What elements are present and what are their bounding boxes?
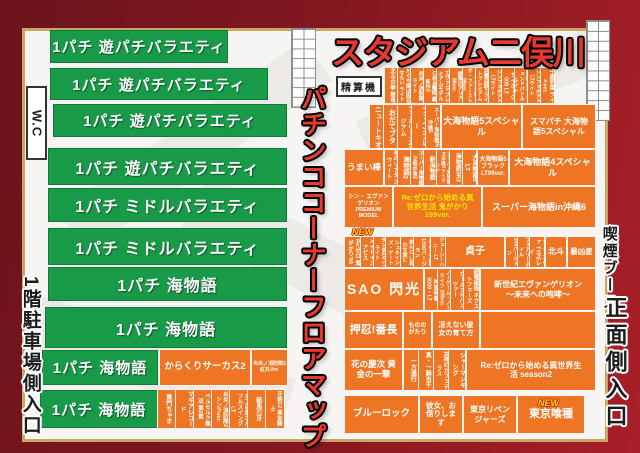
machine-strip: 新海物語 — [424, 150, 437, 185]
green-row-8: 1パチ 海物語 — [45, 307, 287, 348]
machine-strip: 海物語2 — [398, 150, 411, 185]
machine-strip: 戦国乙女 レジェンドバトル ライト — [515, 68, 528, 103]
machine-strip: ルパン三世 ザ・ファースト 99ver. — [463, 68, 476, 103]
machine-box-karakuri: からくりサーカス2 — [160, 350, 250, 385]
machine-strip: ノーゲーム・ノーライフ 199ver. — [438, 269, 451, 310]
machine-strip: ルパン三世 1000バージョン — [414, 237, 431, 267]
machine-strip: あんと しあわせ堂に — [401, 237, 414, 267]
green-row-9: 1パチ 海物語 — [42, 350, 158, 385]
green-row-7: 1パチ 海物語 — [48, 267, 287, 301]
machine-strip: 牙狼12 黄金騎士 — [266, 390, 284, 428]
parking-entrance-label: 1階駐車場側入口 — [19, 276, 41, 436]
machine-strip: ダンまち2 LTライト — [374, 237, 386, 267]
machine-strip: 神速神拳 3000・LT — [425, 269, 438, 310]
machine-strip: 249バージョン — [506, 237, 518, 267]
machine-box-daiumi5black: 大海物語5ブラック LT99ver. — [478, 150, 508, 185]
machine-strip: シュタインズ・ゲート — [386, 237, 401, 267]
machine-box-shinseiki-eva: 新世紀エヴァンゲリオン 〜未来への咆哮〜 — [481, 269, 595, 310]
machine-strip: 中森明菜 ライトver. — [541, 68, 554, 103]
machine-strip: サイボーグ009 LT — [502, 68, 515, 103]
machine-box-rezero-season2: Re:ゼロから始める異世界生活 season2 — [467, 350, 595, 390]
machine-strip: 緋弾のアリア 88ver. — [450, 68, 463, 103]
machine-strip: 海物語3R3 — [450, 150, 463, 185]
machine-box-super-umi-okinawa6: スーパー海物語in沖縄6 — [483, 187, 595, 227]
machine-strip: 大海物語5 LT — [463, 150, 476, 185]
machine-strip: ジューシーハニー LT — [431, 237, 445, 267]
counter-grid-left — [291, 28, 316, 108]
machine-box-kanokari: 彼女、お借りします — [420, 396, 462, 433]
machine-strip: シン・エヴァ TYPEレイ — [530, 237, 544, 267]
machine-strip: おだてブタ — [384, 105, 398, 148]
machine-box-hananokeiji: 花の慶次 黄金の一撃 — [345, 350, 402, 390]
green-row-3: 1パチ 遊パチバラエティ — [53, 104, 287, 137]
machine-strip: シンフォギア4 LTライト — [489, 68, 502, 103]
machine-strip: 冬のソナタ スウィート — [385, 150, 398, 185]
machine-strip: 一方通行 — [404, 350, 419, 390]
machine-strip: エヴァ15 プレミアムモデル — [437, 68, 450, 103]
green-row-4: 1パチ 遊パチバラエティ — [48, 148, 287, 185]
green-row-1: 1パチ 遊パチバラエティ — [50, 30, 228, 63]
smoking-booth-label: 喫煙ブース — [600, 226, 618, 311]
machine-strip: 炎炎ノ消防隊2 シンラver. — [212, 390, 230, 428]
green-row-6: 1パチ ミドルバラエティ — [48, 228, 287, 265]
machine-strip: スーパー海物語IN沖縄5 — [426, 105, 440, 148]
machine-box-hokuto: 北斗 — [546, 237, 566, 267]
machine-box-osu-bancho: 押忍!番長 — [345, 312, 402, 348]
machine-box-sao: SAO 閃光 — [345, 269, 423, 310]
machine-strip: ファインプレー — [412, 105, 426, 148]
machine-strip: シャーマンキング — [449, 350, 465, 390]
machine-strip: とある魔術 最新作2 — [424, 68, 437, 103]
machine-box-bluelock: ブルーロック — [345, 396, 418, 433]
machine-box-boukyousei: 暴凶星 — [568, 237, 595, 267]
machine-strip: 北斗の拳 慈母 — [385, 68, 398, 103]
machine-strip: ニュートキオ — [370, 105, 384, 148]
machine-strip: メイドインアビス — [361, 237, 374, 267]
machine-strip: 黄門ちゃま — [158, 390, 176, 428]
machine-strip: Re:ゼロ 鬼がかり'99 — [345, 237, 361, 267]
machine-box-tokyo-revengers: 東京リベンジャーズ — [464, 396, 516, 433]
machine-strip: シンフォギア4 LTライト — [528, 68, 541, 103]
green-row-10: 1パチ 海物語 — [40, 390, 158, 428]
machine-strip: 大工の源さん フルスイングLT — [230, 390, 248, 428]
machine-strip: 禁書目録2 ライトプレミアム — [476, 68, 489, 103]
payment-machine-box: 精算機 — [336, 76, 382, 97]
machine-strip: フェアリーテイル — [518, 237, 530, 267]
machine-strip: かぐや様は告らせたい ライト — [398, 68, 411, 103]
machine-strip: 超電磁砲 ネクストフェーズ — [464, 269, 479, 310]
machine-box-unlabeled — [481, 312, 595, 348]
machine-strip: スーパー海物語IN沖縄5 アイマリン — [437, 150, 450, 185]
green-row-5: 1パチ ミドルバラエティ — [48, 188, 287, 222]
machine-strip: ファミリースタジアム — [398, 105, 412, 148]
new-badge: NEW — [538, 398, 559, 408]
new-badge: NEW — [352, 227, 373, 237]
front-entrance-label: 正面側入口 — [602, 296, 628, 431]
floor-map-vertical-title: パチンココーナーフロアマップ — [297, 85, 328, 449]
machine-strip: 範馬刃牙 — [248, 390, 266, 428]
machine-box-shin-eva: シン・ エヴァンゲリオン PREMIUM MODEL — [345, 187, 392, 227]
machine-strip: 真・一騎当千 — [419, 350, 434, 390]
machine-box-sadako: 貞子 — [446, 237, 504, 267]
counter-grid-right — [586, 20, 610, 121]
machine-box-smapachi-daiumi5sp: スマパチ 大海物語5スペシャル — [523, 105, 595, 148]
machine-box-daiumi4sp: 大海物語4スペシャル — [510, 150, 595, 185]
machine-box-saekano: 冴えない彼女の育て方 — [433, 312, 479, 348]
machine-strip: ベルセルク無双 第2章 — [194, 390, 212, 428]
machine-box-benimaru: 炎炎ノ消防隊2 紅丸Ver. — [252, 350, 287, 385]
machine-strip: マギアレコード — [176, 390, 194, 428]
machine-strip: ガールズ&パンツァー — [451, 269, 464, 310]
machine-strip: 女神のカフェテラス — [434, 350, 449, 390]
machine-strip: 炎炎ノ消防隊 ライト — [411, 68, 424, 103]
machine-box-tokyo-ghoul: 東京喰種 — [518, 396, 584, 433]
green-row-2: 1パチ 遊パチバラエティ — [50, 68, 268, 100]
page-title: スタジアム二俣川 — [331, 34, 586, 71]
machine-box-mononogatari: もののがたり — [404, 312, 431, 348]
wc-label: W.C — [29, 109, 44, 137]
machine-box-rezero199: Re:ゼロから始める異世界生活 鬼がかり199ver. — [394, 187, 481, 227]
machine-strip: スーパー海物語IN地中海2 — [411, 150, 424, 185]
wc-box: W.C — [26, 86, 47, 160]
machine-box-daiumi5sp: 大海物語5スペシャル — [442, 105, 521, 148]
machine-box-umaibou: うまい棒 — [345, 150, 383, 185]
